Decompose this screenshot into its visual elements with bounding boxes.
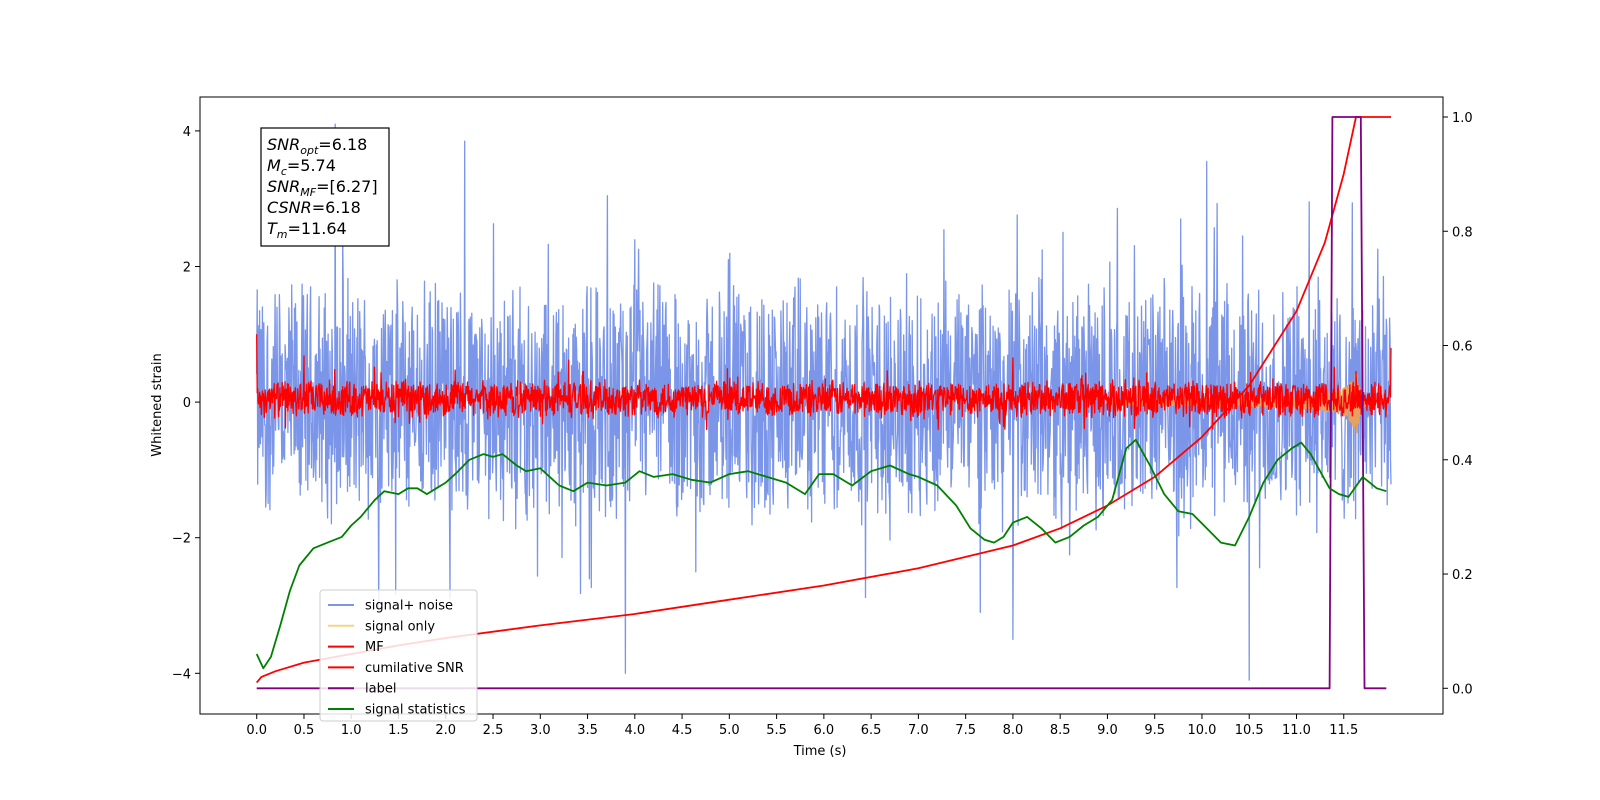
y-tick-label: −2 xyxy=(172,532,191,547)
x-tick-label: 1.5 xyxy=(388,723,409,738)
annotation-frame xyxy=(260,127,390,247)
x-tick-label: 2.5 xyxy=(483,723,504,738)
y2-tick-label: 0.2 xyxy=(1452,568,1473,583)
plot-frame xyxy=(199,96,1444,715)
legend-label: signal statistics xyxy=(365,703,466,718)
x-tick-label: 2.0 xyxy=(435,723,456,738)
x-tick-label: 1.0 xyxy=(341,723,362,738)
x-tick-label: 6.5 xyxy=(861,723,882,738)
y-tick-label: −4 xyxy=(172,667,191,682)
annotation-line: CSNR=6.18 xyxy=(267,198,361,217)
legend-label: signal+ noise xyxy=(365,599,453,614)
annotation-line: Mc=5.74 xyxy=(267,156,336,178)
y-axis-right: 0.0 0.2 0.4 0.6 0.8 1.0 xyxy=(1443,111,1473,697)
x-tick-label: 10.0 xyxy=(1187,723,1216,738)
x-tick-label: 7.0 xyxy=(908,723,929,738)
x-tick-label: 5.5 xyxy=(766,723,787,738)
legend-label: MF xyxy=(365,640,384,655)
x-tick-label: 8.0 xyxy=(1003,723,1024,738)
x-tick-label: 7.5 xyxy=(955,723,976,738)
y-tick-label: 0 xyxy=(183,396,191,411)
annotation-line: SNRMF=[6.27] xyxy=(267,177,378,199)
y-axis-left: −4 −2 0 2 4 xyxy=(172,125,200,682)
x-tick-label: 9.5 xyxy=(1144,723,1165,738)
y-tick-label: 4 xyxy=(183,125,191,140)
x-tick-label: 5.0 xyxy=(719,723,740,738)
x-tick-label: 11.5 xyxy=(1329,723,1358,738)
legend: signal+ noise signal only MF cumilative SNR… xyxy=(319,589,478,722)
x-tick-label: 4.5 xyxy=(672,723,693,738)
x-tick-label: 3.5 xyxy=(577,723,598,738)
x-tick-label: 11.0 xyxy=(1282,723,1311,738)
x-axis-label: Time (s) xyxy=(793,744,847,759)
annotation-line: SNRopt=6.18 xyxy=(267,135,367,157)
series-label-line xyxy=(256,116,1387,690)
legend-label: signal only xyxy=(365,619,435,634)
y2-tick-label: 0.8 xyxy=(1452,225,1473,240)
x-tick-label: 6.0 xyxy=(814,723,835,738)
y2-tick-label: 0.0 xyxy=(1452,682,1473,697)
x-tick-label: 4.0 xyxy=(624,723,645,738)
y2-tick-label: 0.4 xyxy=(1452,454,1473,469)
y2-tick-label: 0.6 xyxy=(1452,340,1473,355)
x-tick-label: 3.0 xyxy=(530,723,551,738)
series-mf-line xyxy=(256,334,1392,431)
x-tick-label: 8.5 xyxy=(1050,723,1071,738)
x-tick-label: 0.0 xyxy=(246,723,267,738)
x-axis: 0.0 0.5 1.0 1.5 2.0 2.5 3.0 3.5 4.0 4.5 5.0 5.5 6.0 6… xyxy=(246,714,1358,738)
legend-frame xyxy=(319,589,478,722)
series-signal-statistics-line xyxy=(255,438,1387,670)
y2-tick-label: 1.0 xyxy=(1452,111,1473,126)
y-axis-label: Whitened strain xyxy=(150,353,165,456)
annotation-line: Tm=11.64 xyxy=(267,219,347,241)
legend-label: cumilative SNR xyxy=(365,661,464,676)
y-tick-label: 2 xyxy=(183,261,191,276)
x-tick-label: 9.0 xyxy=(1097,723,1118,738)
x-tick-label: 10.5 xyxy=(1235,723,1264,738)
x-tick-label: 0.5 xyxy=(294,723,315,738)
legend-label: label xyxy=(365,682,396,697)
